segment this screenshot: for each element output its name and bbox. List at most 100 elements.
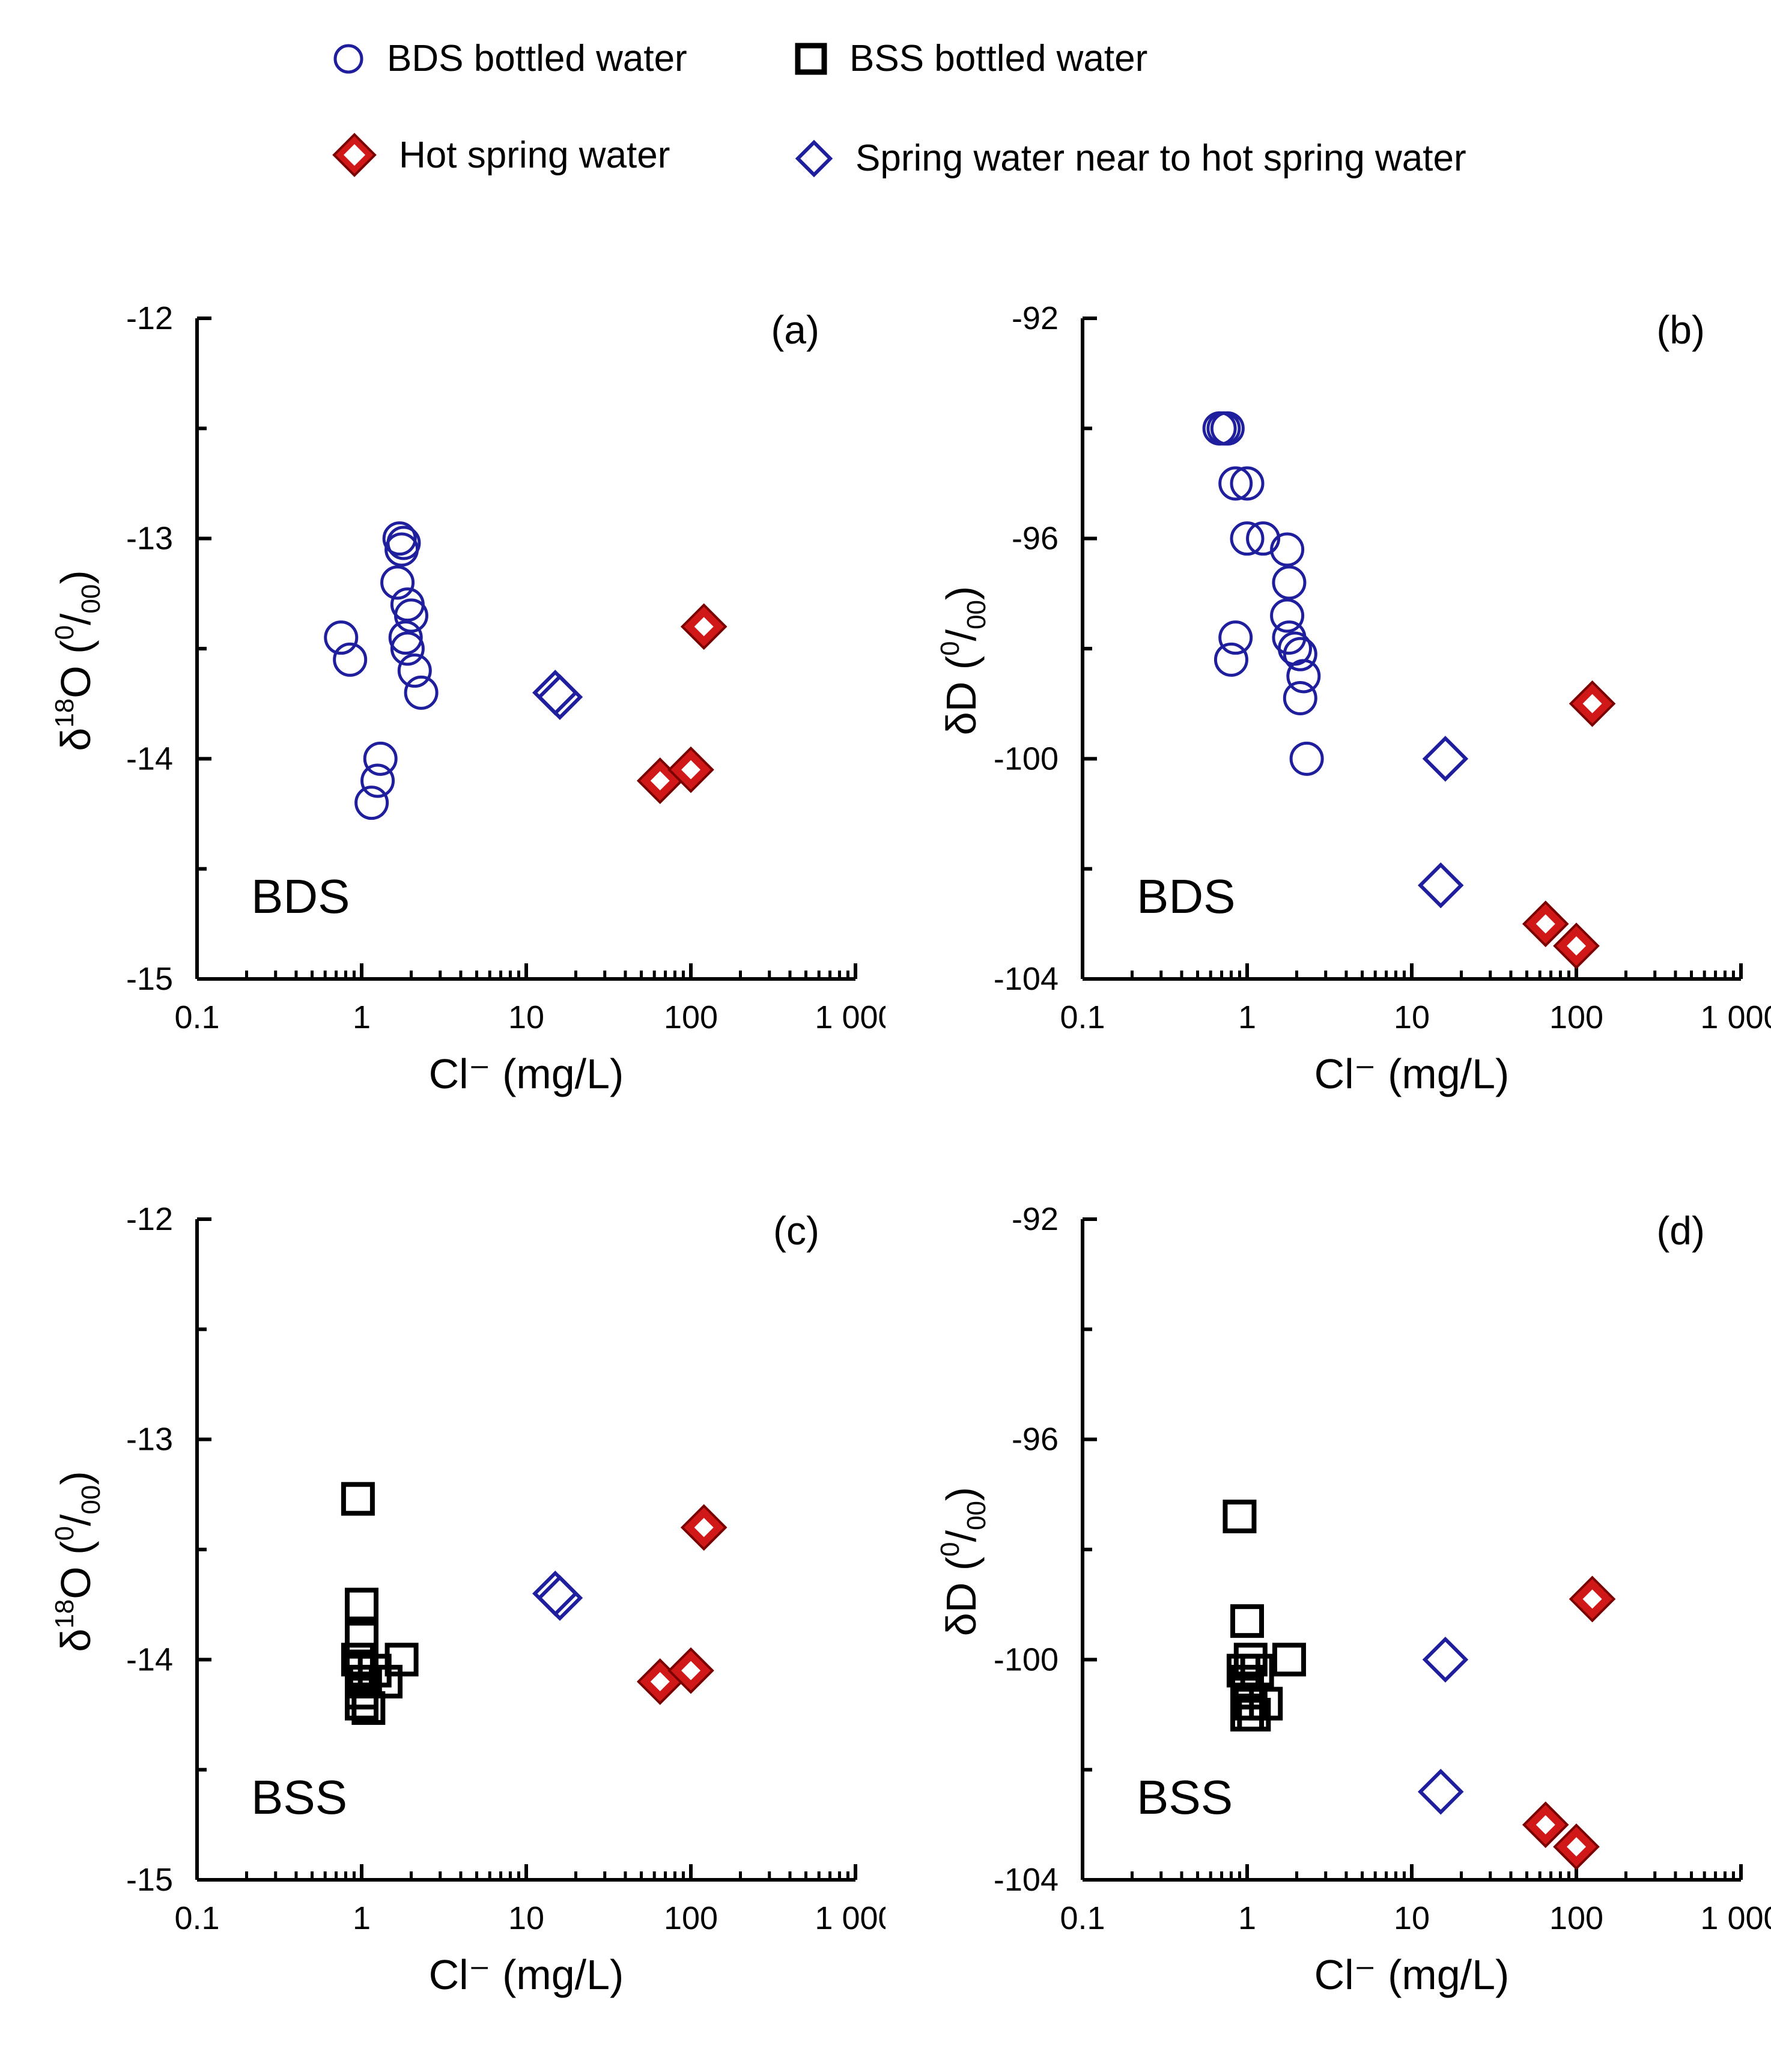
x-tick-label: 1 000: [1700, 1900, 1771, 1936]
data-point: [362, 765, 393, 796]
y-tick-label: -104: [994, 961, 1059, 997]
data-point: [406, 677, 437, 708]
x-tick-label: 1: [1238, 1900, 1256, 1936]
inset-label: BSS: [1137, 1771, 1233, 1824]
y-tick-label: -15: [126, 1862, 173, 1898]
data-point: [344, 1485, 372, 1513]
data-point: [1225, 1502, 1254, 1531]
x-tick-label: 10: [1394, 1900, 1430, 1936]
y-label-sup: 0: [935, 641, 965, 655]
data-point: [1291, 743, 1322, 774]
y-label-symbol: δD (: [938, 1557, 985, 1636]
y-axis-label: δD (0/00): [935, 1487, 991, 1636]
diamond-marker-icon: [793, 138, 835, 180]
circle-marker-icon: [330, 41, 366, 77]
x-tick-label: 100: [1549, 1900, 1603, 1936]
data-point: [356, 787, 387, 819]
data-point: [1288, 661, 1319, 692]
y-label-symbol: δ: [52, 1629, 99, 1652]
y-axis-label: δ18O (0/00): [50, 570, 106, 751]
y-tick-label: -96: [1012, 1422, 1059, 1458]
x-tick-label: 100: [664, 999, 718, 1035]
y-label-symbol: δD (: [938, 656, 985, 735]
y-tick-label: -92: [1012, 1201, 1059, 1237]
data-point: [1571, 1578, 1614, 1621]
legend-label: BSS bottled water: [849, 37, 1147, 80]
legend-circle: [335, 46, 362, 72]
y-tick-label: -13: [126, 521, 173, 557]
x-tick-label: 0.1: [1060, 999, 1105, 1035]
panel-label: (b): [1656, 307, 1705, 352]
y-tick-label: -96: [1012, 521, 1059, 557]
x-tick-label: 1: [353, 999, 371, 1035]
y-label-sup: 18: [50, 698, 79, 728]
data-point: [1284, 683, 1316, 714]
square-marker-icon: [793, 41, 829, 77]
x-tick-label: 0.1: [174, 1900, 219, 1936]
chart-panel-a: -15 -14 -13 -12 0.1 1 10 100 1 000 Cl⁻ (mg/L) δ18O…: [0, 258, 886, 1171]
data-point: [1272, 534, 1303, 565]
chart-svg: -15 -14 -13 -12 0.1 1 10 100 1 000 Cl⁻ (mg/L) δ18O…: [0, 1159, 886, 2072]
y-tick-label: -100: [994, 1641, 1059, 1677]
y-tick-label: -12: [126, 300, 173, 336]
legend: BDS bottled water BSS bottled water Hot …: [0, 0, 1771, 204]
x-tick-label: 1: [1238, 999, 1256, 1035]
legend-item-bss: BSS bottled water: [793, 37, 1147, 80]
x-tick-label: 1 000: [815, 999, 886, 1035]
y-label-slash: /: [52, 613, 99, 625]
y-label-sub: 00: [76, 1485, 106, 1515]
data-point: [1275, 1645, 1304, 1674]
panel-label: (a): [771, 307, 819, 352]
x-axis-label: Cl⁻ (mg/L): [429, 1951, 624, 1998]
y-label-slash: /: [52, 1514, 99, 1526]
y-label-close: ): [938, 586, 985, 600]
x-tick-label: 1 000: [1700, 999, 1771, 1035]
data-point: [682, 605, 726, 648]
y-label-close: ): [938, 1487, 985, 1501]
inset-label: BDS: [1137, 870, 1236, 923]
y-label-close: ): [52, 1471, 99, 1485]
chart-panel-b: -104 -100 -96 -92 0.1 1 10 100 1 000 Cl⁻ (mg/L) δD…: [886, 258, 1771, 1171]
x-tick-label: 10: [1394, 999, 1430, 1035]
y-tick-label: -100: [994, 741, 1059, 777]
legend-label: Hot spring water: [399, 134, 670, 177]
y-label-slash: /: [938, 629, 985, 641]
y-label-sup: 18: [50, 1599, 79, 1629]
data-point: [1420, 865, 1461, 906]
data-point: [1425, 1639, 1466, 1680]
y-label-sub: 00: [76, 584, 106, 614]
y-label-sup: 0: [50, 625, 79, 640]
legend-label: Spring water near to hot spring water: [855, 137, 1466, 180]
data-point: [1233, 1607, 1262, 1635]
y-label-sup: 0: [935, 1542, 965, 1556]
y-label-sub: 00: [962, 600, 991, 629]
x-axis-label: Cl⁻ (mg/L): [1314, 1951, 1510, 1998]
x-tick-label: 10: [508, 1900, 544, 1936]
y-tick-label: -92: [1012, 300, 1059, 336]
panel-label: (d): [1656, 1208, 1705, 1253]
data-point: [347, 1590, 376, 1619]
inset-label: BDS: [251, 870, 350, 923]
data-point: [1215, 644, 1247, 675]
panel-label: (c): [773, 1208, 819, 1253]
chart-svg: -104 -100 -96 -92 0.1 1 10 100 1 000 Cl⁻ (mg/L) δD…: [886, 258, 1771, 1171]
chart-panel-c: -15 -14 -13 -12 0.1 1 10 100 1 000 Cl⁻ (mg/L) δ18O…: [0, 1159, 886, 2072]
chart-svg: -15 -14 -13 -12 0.1 1 10 100 1 000 Cl⁻ (mg/L) δ18O…: [0, 258, 886, 1171]
y-label-symbol: O (: [52, 1541, 99, 1599]
x-tick-label: 1: [353, 1900, 371, 1936]
data-point: [1425, 738, 1466, 779]
y-tick-label: -12: [126, 1201, 173, 1237]
x-tick-label: 0.1: [174, 999, 219, 1035]
data-point: [399, 655, 430, 686]
y-tick-label: -15: [126, 961, 173, 997]
y-tick-label: -104: [994, 1862, 1059, 1898]
chart-panel-d: -104 -100 -96 -92 0.1 1 10 100 1 000 Cl⁻ (mg/L) δD…: [886, 1159, 1771, 2072]
data-point: [1420, 1771, 1461, 1812]
y-label-sup: 0: [50, 1526, 79, 1540]
data-point: [1571, 682, 1614, 726]
data-point: [365, 743, 396, 774]
x-tick-label: 0.1: [1060, 1900, 1105, 1936]
chart-svg: -104 -100 -96 -92 0.1 1 10 100 1 000 Cl⁻ (mg/L) δD…: [886, 1159, 1771, 2072]
y-label-sub: 00: [962, 1501, 991, 1530]
filled-diamond-marker-icon: [330, 131, 378, 179]
